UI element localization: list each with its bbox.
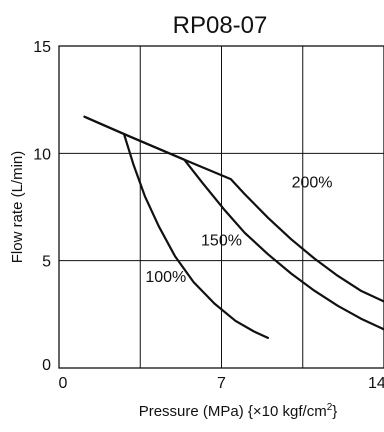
curve-label-2: 200%: [292, 175, 333, 192]
x-axis-label-tail: }: [332, 403, 337, 420]
y-tick-label-0: 0: [42, 357, 51, 374]
curve-label-group: 100% 150% 200%: [145, 175, 332, 286]
y-tick-label-1: 5: [42, 254, 51, 271]
curve-2: [83, 115, 384, 303]
x-axis-label: Pressure (MPa) {×10 kgf/cm2}: [139, 402, 338, 420]
x-tick-labels: 0 7 14: [59, 375, 384, 392]
curve-label-1: 150%: [201, 233, 242, 250]
curve-label-0: 100%: [145, 269, 186, 286]
x-axis-label-superscript: 2: [327, 402, 333, 413]
grid-lines: [59, 46, 384, 368]
y-tick-label-2: 10: [33, 146, 51, 163]
y-tick-label-3: 15: [33, 39, 51, 56]
x-tick-label-1: 7: [217, 375, 226, 392]
x-tick-label-2: 14: [368, 375, 384, 392]
y-tick-labels: 0 5 10 15: [33, 39, 51, 374]
y-axis-label: Flow rate (L/min): [9, 151, 26, 264]
curve-group: [83, 115, 384, 339]
plot-frame: [58, 45, 384, 369]
curve-0: [122, 132, 269, 339]
x-axis-label-main: Pressure (MPa) {×10 kgf/cm: [139, 403, 327, 420]
x-tick-label-0: 0: [59, 375, 68, 392]
chart-title: RP08-07: [173, 12, 268, 39]
